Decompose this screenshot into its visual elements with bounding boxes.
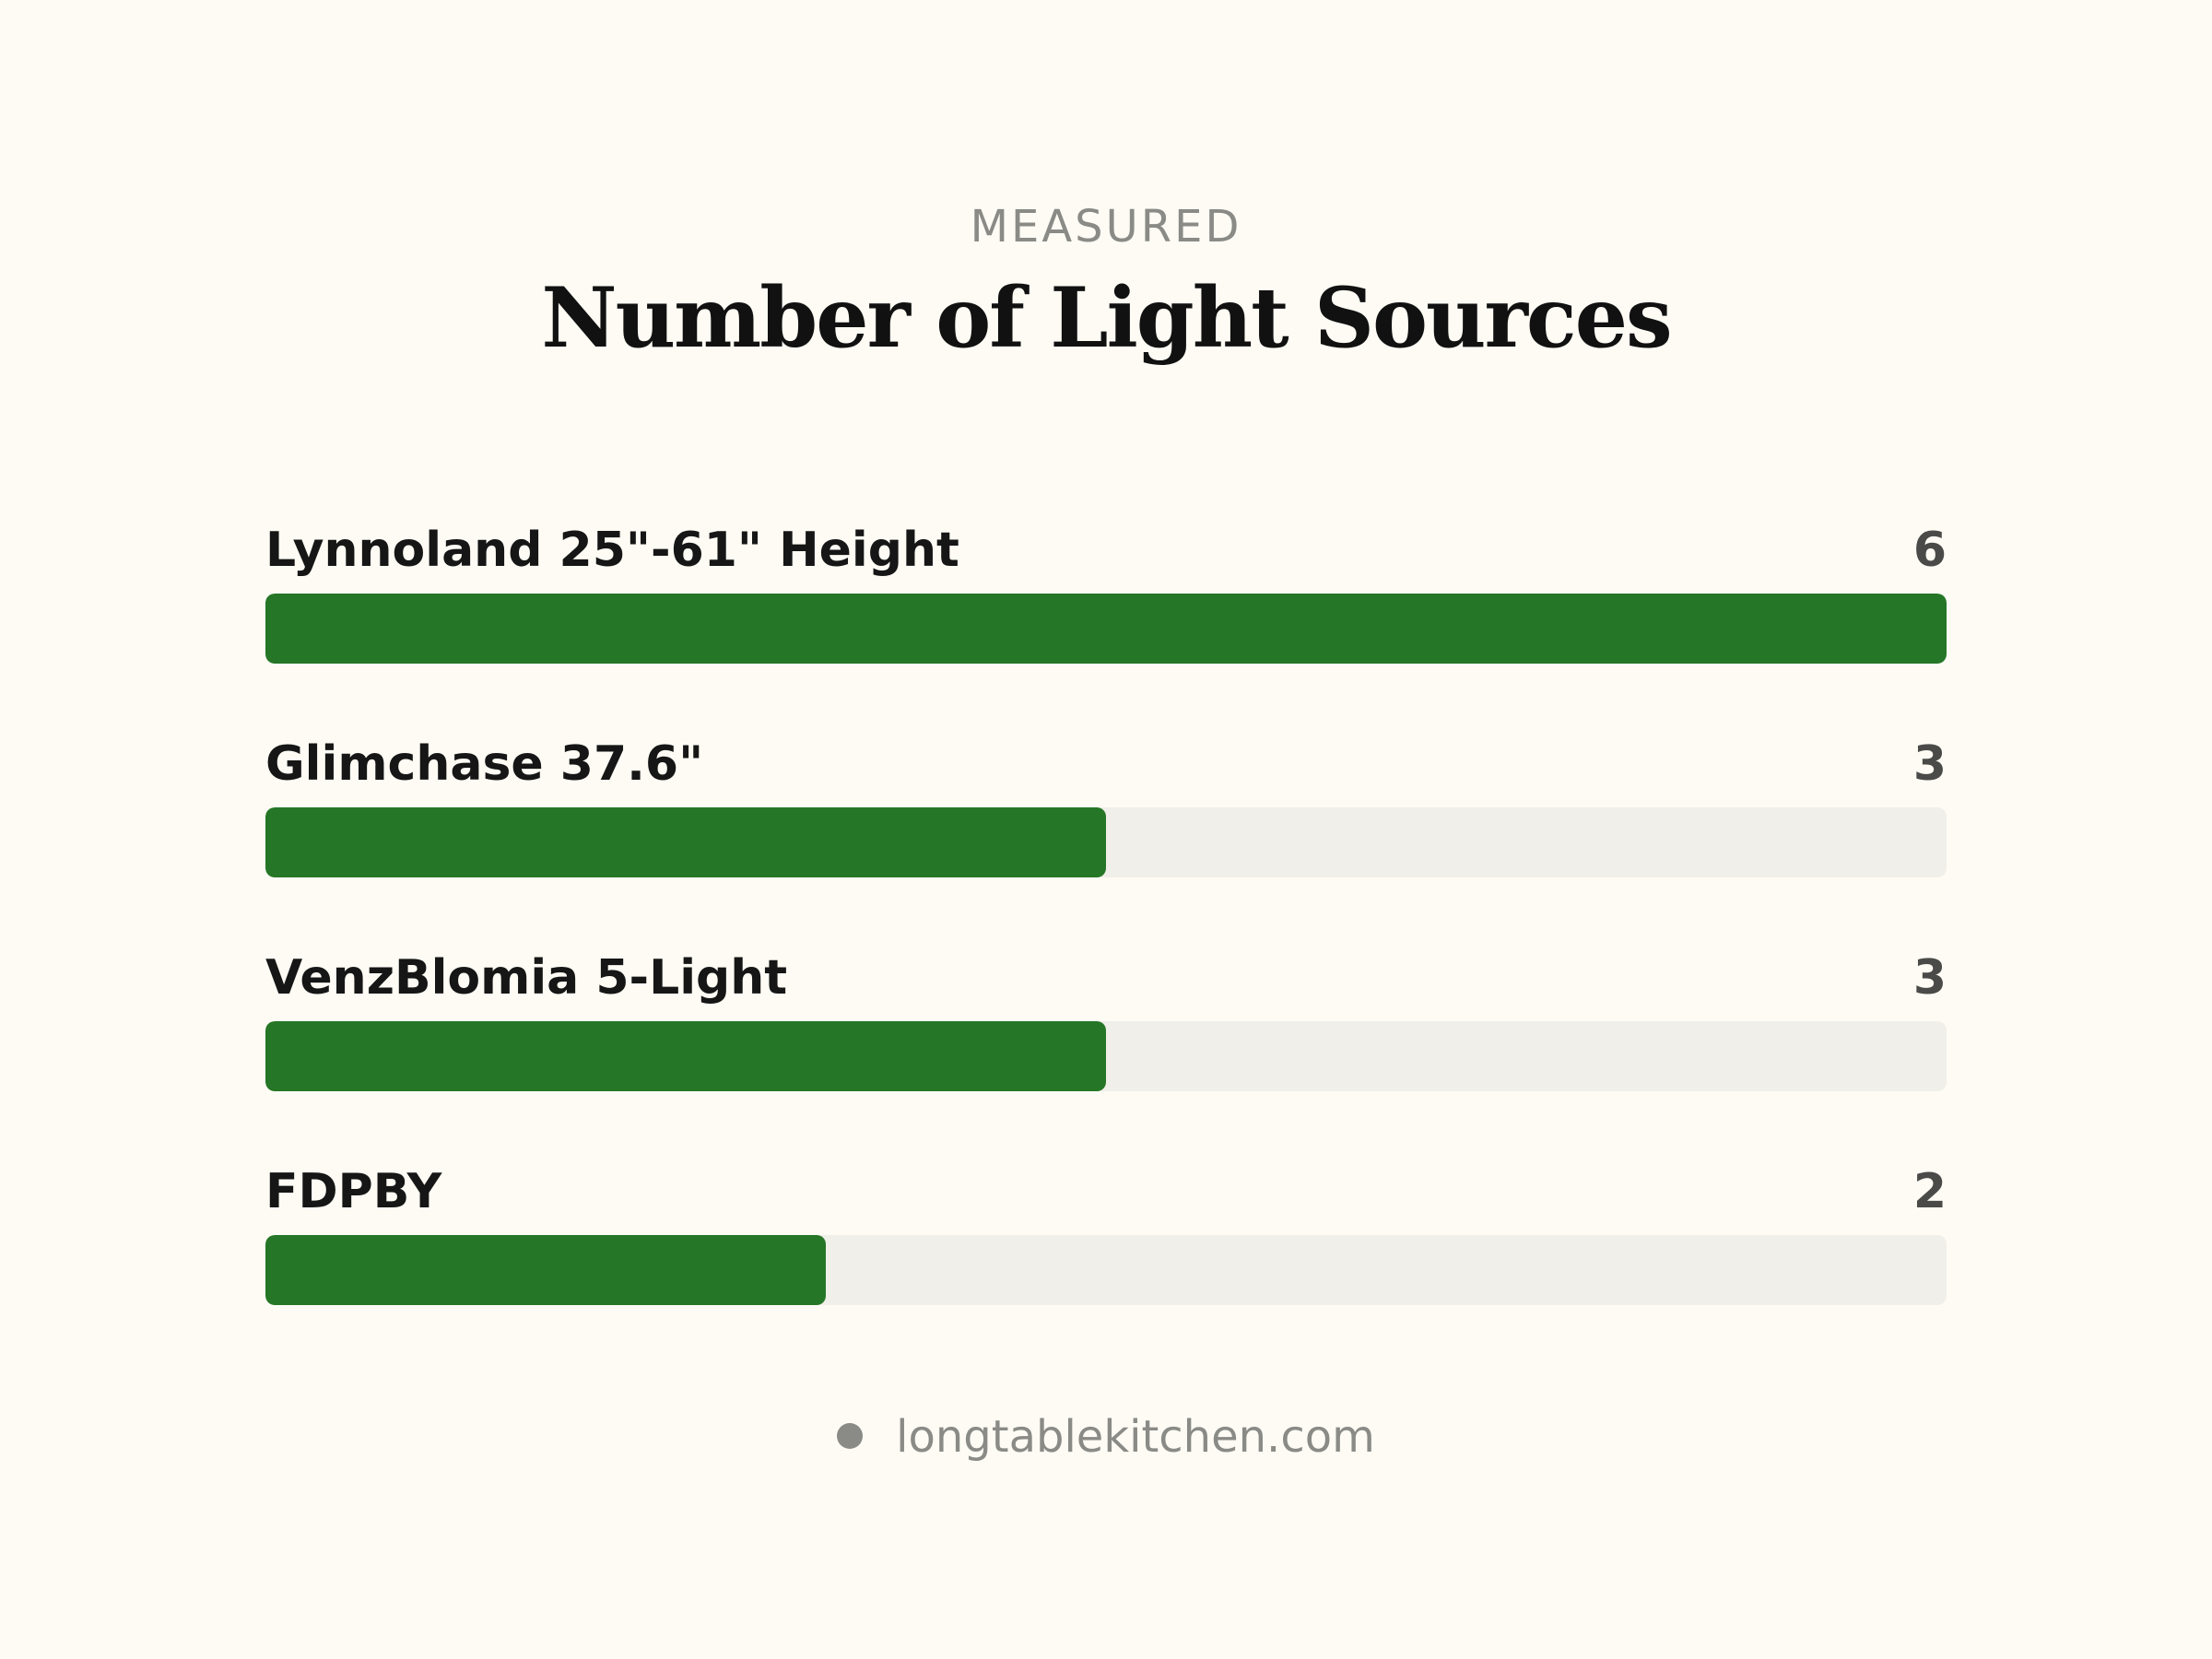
source-credit: longtablekitchen.com [0, 1406, 2212, 1467]
chart-title: Number of Light Sources [541, 269, 1672, 367]
bar-row-header: VenzBlomia 5-Light 3 [265, 939, 1947, 1022]
bar [265, 1021, 1106, 1091]
bar-value-label: 3 [1912, 950, 1947, 1006]
bar-label: VenzBlomia 5-Light [265, 950, 788, 1006]
bar-row-header: FDPBY 2 [265, 1153, 1947, 1236]
bar-row: FDPBY 2 [265, 1153, 1947, 1367]
bar [265, 807, 1106, 877]
bar [265, 594, 1947, 664]
bar-value-label: 3 [1912, 736, 1947, 792]
bar-track [265, 1021, 1947, 1091]
chart-eyebrow: MEASURED [970, 201, 1242, 253]
bar [265, 1235, 826, 1305]
bar-row-header: Glimchase 37.6" 3 [265, 725, 1947, 808]
source-text: longtablekitchen.com [896, 1411, 1375, 1463]
bar-label: Lynnoland 25"-61" Height [265, 523, 959, 578]
bar-label: Glimchase 37.6" [265, 736, 704, 792]
bar-row-header: Lynnoland 25"-61" Height 6 [265, 512, 1947, 594]
bar-value-label: 6 [1912, 523, 1947, 578]
bar-row: Lynnoland 25"-61" Height 6 [265, 512, 1947, 725]
bar-value-label: 2 [1912, 1164, 1947, 1219]
bar-chart: Lynnoland 25"-61" Height 6 Glimchase 37.6"… [265, 512, 1947, 1367]
bar-track [265, 594, 1947, 664]
bar-row: Glimchase 37.6" 3 [265, 725, 1947, 939]
bullet-dot-icon [837, 1423, 864, 1449]
bar-track [265, 1235, 1947, 1305]
bar-label: FDPBY [265, 1164, 442, 1219]
bar-track [265, 807, 1947, 877]
bar-row: VenzBlomia 5-Light 3 [265, 939, 1947, 1153]
